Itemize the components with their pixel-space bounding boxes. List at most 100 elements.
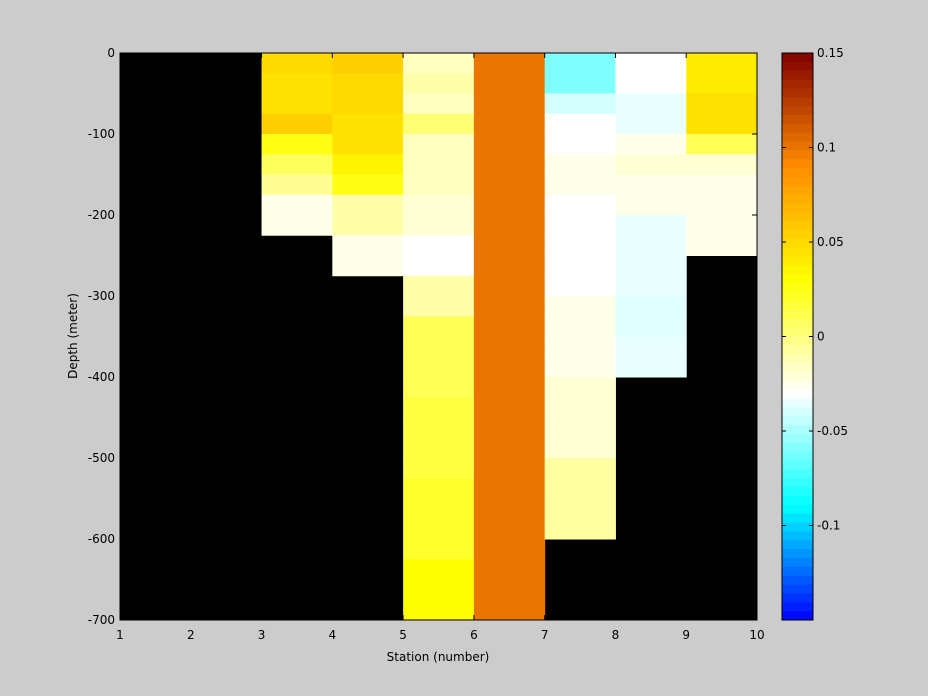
colorbar-segment	[782, 593, 813, 603]
x-tick-label: 1	[116, 628, 124, 642]
colorbar-segment	[782, 247, 813, 258]
colorbar-segment	[782, 212, 813, 222]
plot-area	[119, 52, 758, 621]
y-axis-ticks: 0 -100 -200 -300 -400 -500 -600 -700	[88, 46, 757, 627]
heatmap-cell	[403, 194, 475, 216]
heatmap-cell	[544, 134, 616, 155]
colorbar-segment	[782, 265, 813, 275]
heatmap-cell	[686, 154, 758, 175]
heatmap-cell	[615, 194, 687, 216]
colorbar-segment	[782, 168, 813, 178]
heatmap-cell	[686, 235, 758, 256]
heatmap-cell	[544, 113, 616, 135]
colorbar-segment	[782, 194, 813, 205]
colorbar-tick-label: 0.15	[817, 46, 844, 60]
heatmap-cell	[403, 377, 475, 398]
colorbar-segment	[782, 230, 813, 240]
colorbar-segment	[782, 531, 813, 541]
heatmap-cell	[686, 134, 758, 155]
colorbar-segment	[782, 389, 813, 400]
heatmap-cell	[686, 194, 758, 216]
colorbar-ticks: 0.15 0.1 0.05 0 -0.05 -0.1	[782, 46, 848, 533]
heatmap-cell	[403, 255, 475, 277]
heatmap-cell	[332, 255, 404, 277]
heatmap-cell	[332, 93, 404, 115]
heatmap-cell	[403, 559, 475, 580]
colorbar-segment	[782, 433, 813, 444]
heatmap-cell	[403, 154, 475, 175]
y-tick-label: -400	[88, 370, 115, 384]
heatmap-cell	[261, 113, 333, 135]
colorbar-segment	[782, 301, 813, 311]
heatmap-cell	[261, 154, 333, 175]
heatmap-cell	[615, 134, 687, 155]
heatmap-cell	[403, 296, 475, 317]
colorbar-segment	[782, 150, 813, 160]
colorbar-segment	[782, 495, 813, 506]
heatmap-cell	[403, 134, 475, 155]
heatmap-cell	[403, 417, 475, 439]
colorbar-segment	[782, 522, 813, 532]
heatmap-cell	[261, 194, 333, 216]
colorbar-segment	[782, 159, 813, 169]
colorbar-segment	[782, 106, 813, 116]
heatmap-cell	[473, 53, 546, 621]
colorbar-segment	[782, 239, 813, 249]
heatmap-cell	[615, 296, 687, 317]
y-tick-label: -100	[88, 127, 115, 141]
colorbar-segment	[782, 203, 813, 213]
colorbar-segment	[782, 584, 813, 594]
colorbar-segment	[782, 132, 813, 143]
heatmap-cell	[544, 458, 616, 479]
y-tick-label: -300	[88, 289, 115, 303]
heatmap-cell	[544, 235, 616, 256]
colorbar-tick-label: 0.1	[817, 141, 836, 155]
colorbar-segment	[782, 309, 813, 320]
heatmap-cell	[332, 113, 404, 135]
heatmap-cell	[686, 215, 758, 236]
heatmap-cell	[544, 255, 616, 277]
heatmap-cell	[615, 235, 687, 256]
heatmap-cell	[332, 235, 404, 256]
colorbar-segment	[782, 61, 813, 72]
x-tick-label: 4	[329, 628, 337, 642]
heatmap-cell	[544, 275, 616, 297]
colorbar-segment	[782, 70, 813, 81]
colorbar-segment	[782, 79, 813, 89]
colorbar-segment	[782, 363, 813, 373]
colorbar-segment	[782, 566, 813, 577]
heatmap-cell	[615, 113, 687, 135]
colorbar-segment	[782, 283, 813, 293]
colorbar-segment	[782, 487, 813, 497]
heatmap-cell	[615, 336, 687, 358]
colorbar-segment	[782, 53, 813, 63]
colorbar-segment	[782, 221, 813, 231]
colorbar-segment	[782, 327, 813, 337]
heatmap-cell	[615, 316, 687, 337]
heatmap-cell	[544, 336, 616, 358]
colorbar-segment	[782, 380, 813, 391]
heatmap-cell	[403, 53, 475, 74]
colorbar-segment	[782, 451, 813, 462]
heatmap-cell	[544, 73, 616, 94]
heatmap-cells	[261, 53, 758, 621]
colorbar-segment	[782, 97, 813, 107]
colorbar-tick-label: 0.05	[817, 235, 844, 249]
colorbar-segment	[782, 549, 813, 559]
heatmap-cell	[332, 73, 404, 94]
colorbar-segment	[782, 557, 813, 568]
heatmap-cell	[615, 53, 687, 74]
heatmap-cell	[332, 174, 404, 196]
heatmap-cell	[261, 93, 333, 115]
x-axis-ticks: 1 2 3 4 5 6 7 8 9 10	[116, 53, 765, 642]
colorbar-segment	[782, 274, 813, 284]
heatmap-cell	[403, 579, 475, 601]
heatmap-cell	[615, 93, 687, 115]
y-tick-label: 0	[107, 46, 115, 60]
y-axis-label: Depth (meter)	[66, 293, 80, 379]
colorbar-tick-label: -0.1	[817, 519, 840, 533]
heatmap-cell	[403, 235, 475, 256]
x-tick-label: 3	[258, 628, 266, 642]
heatmap-cell	[615, 154, 687, 175]
